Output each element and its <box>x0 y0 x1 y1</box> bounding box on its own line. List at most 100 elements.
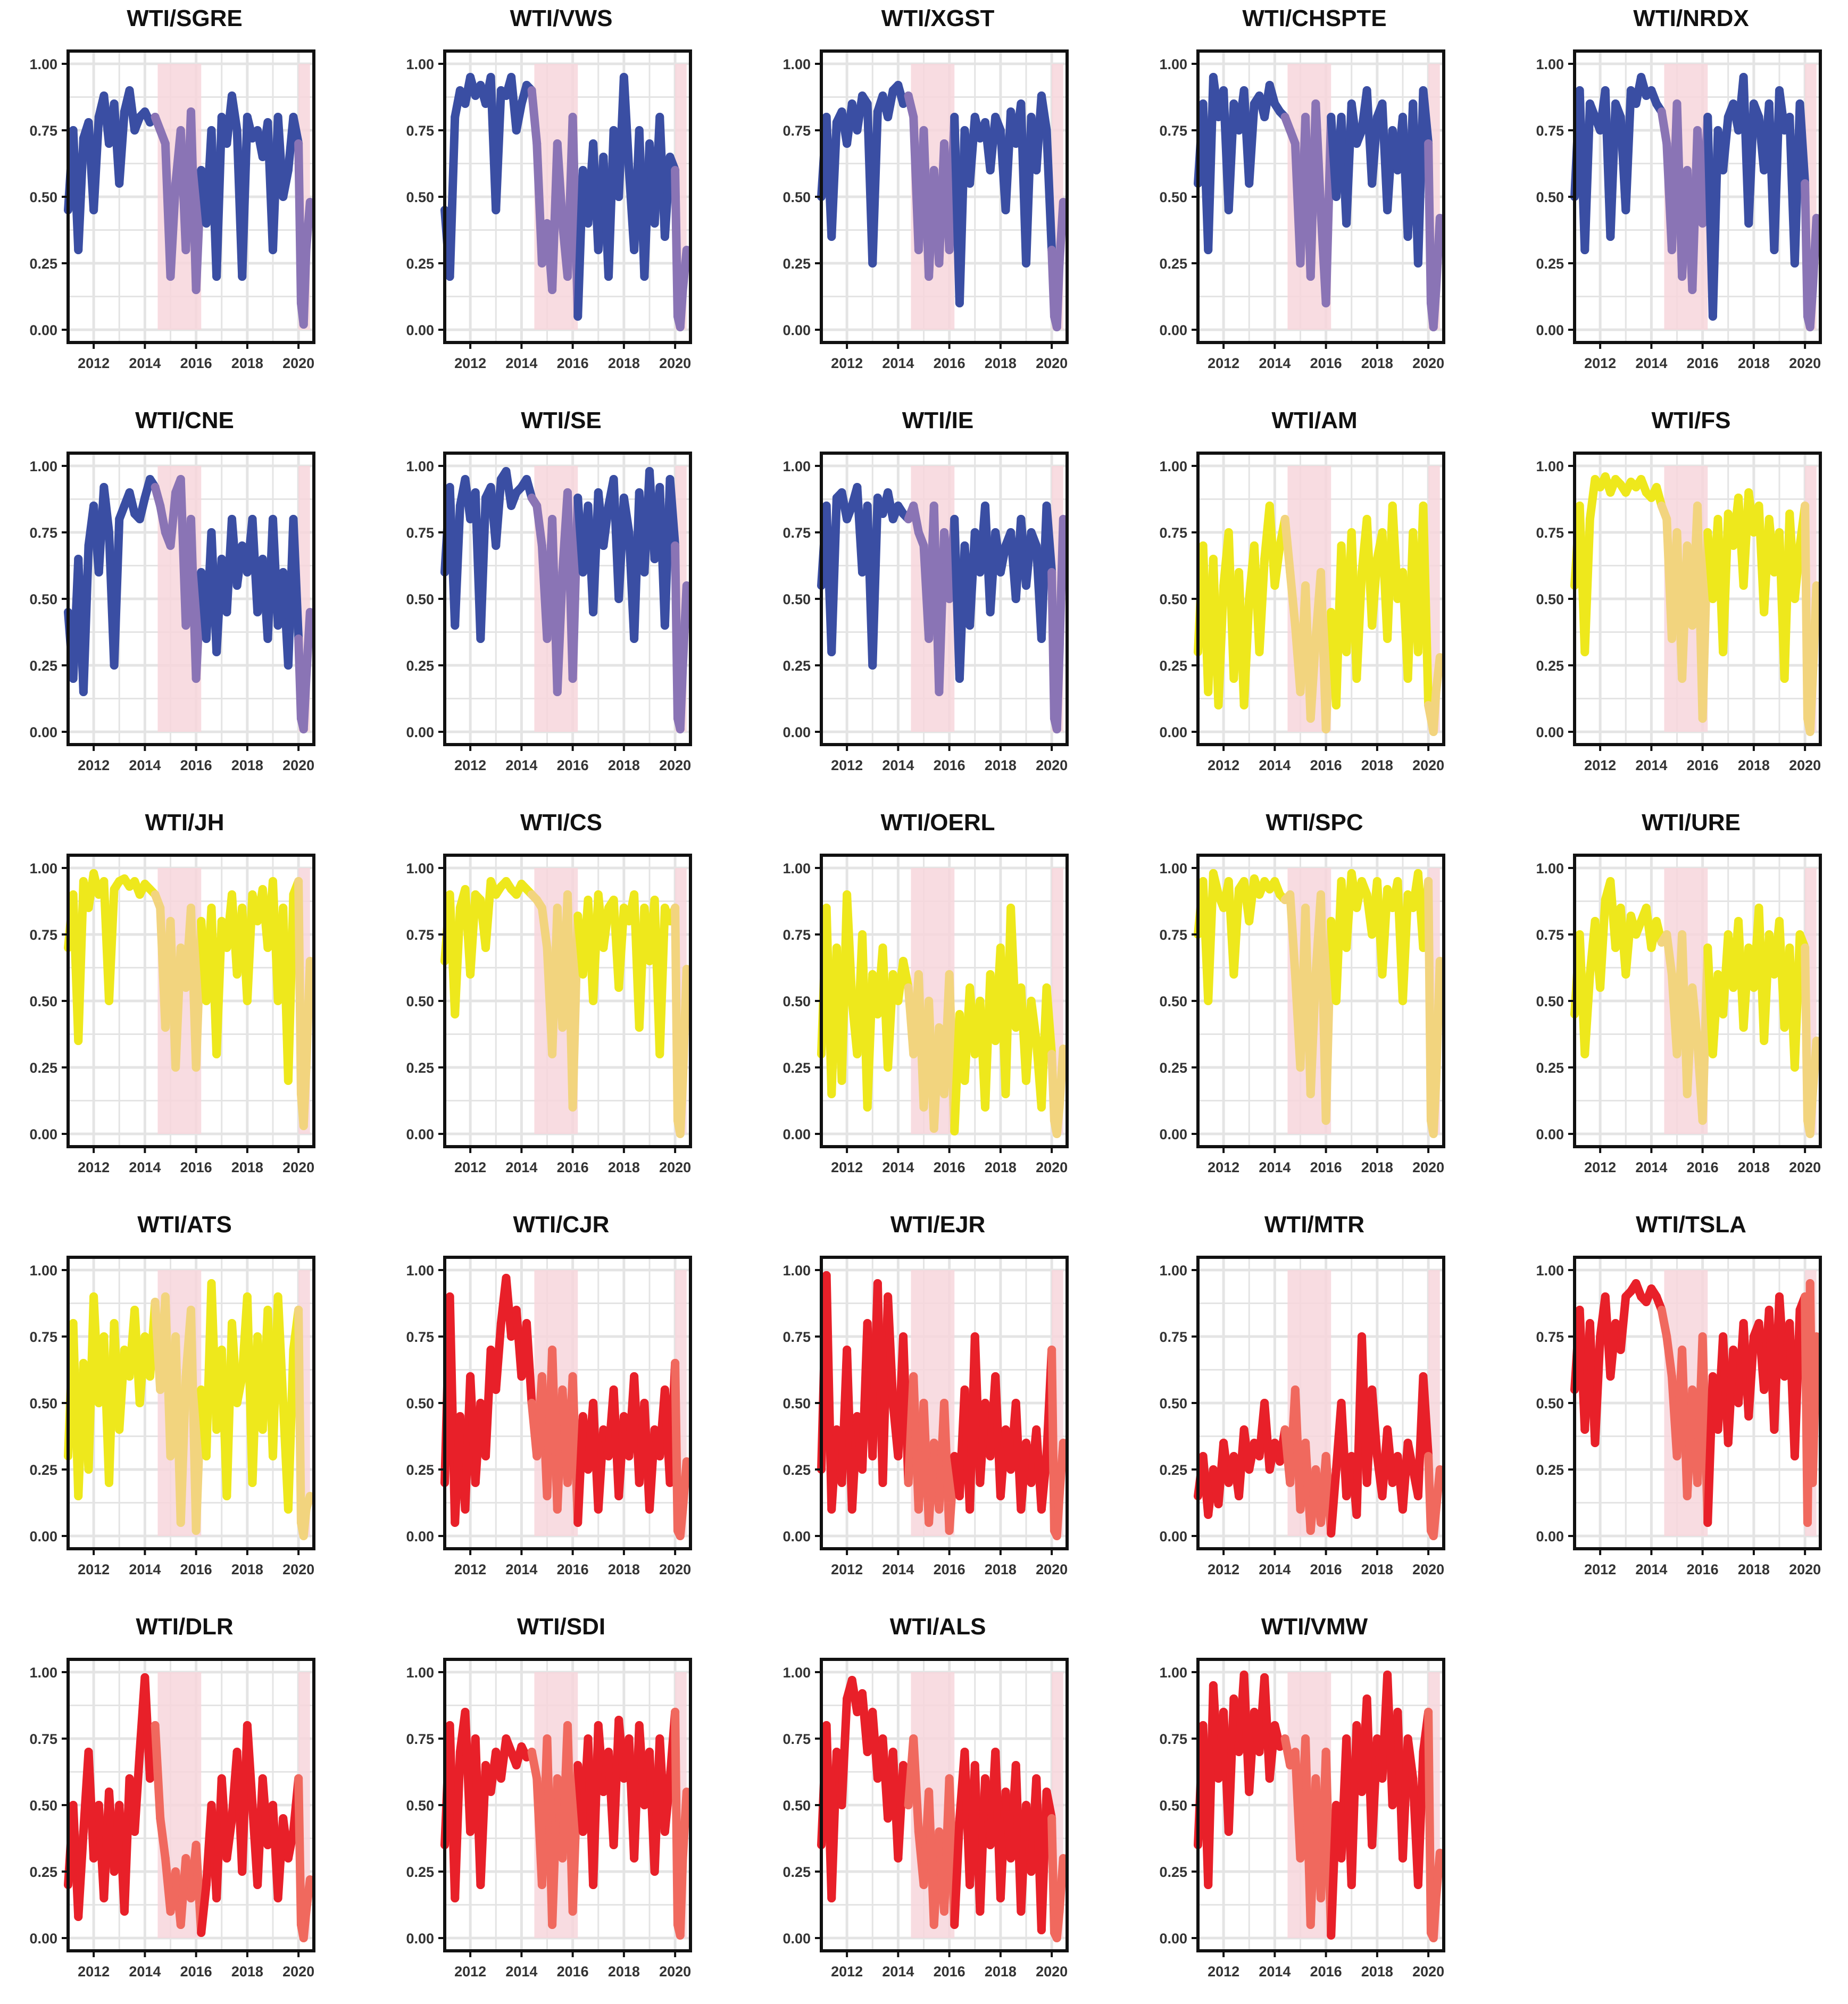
y-tick-label: 1.00 <box>783 1665 811 1681</box>
series-segment <box>299 1063 311 1130</box>
y-tick-label: 0.00 <box>1159 1126 1187 1142</box>
series-segment <box>1429 1076 1441 1138</box>
chart-panel: WTI/VWS 0.00 0.25 0.50 0.75 1.00 2012 2014 2016 2… <box>377 0 746 396</box>
series-segment <box>1042 502 1056 577</box>
chart-svg: 0.00 0.25 0.50 0.75 1.00 2012 2014 2016 2018 2020 <box>1159 452 1445 773</box>
series-segment <box>289 113 303 148</box>
y-tick-label: 0.00 <box>1536 724 1564 740</box>
series-segment <box>212 113 226 281</box>
y-tick-label: 1.00 <box>1159 56 1187 72</box>
series-segment <box>676 661 687 733</box>
chart-panel: WTI/AM 0.00 0.25 0.50 0.75 1.00 2012 2014 2016 20… <box>1130 402 1499 798</box>
series-segment <box>660 1774 675 1836</box>
series-segment <box>827 494 841 656</box>
series-segment <box>1052 259 1064 331</box>
series-segment <box>299 246 311 329</box>
x-tick-label: 2014 <box>129 1562 161 1577</box>
chart-title: WTI/VMW <box>1261 1614 1368 1640</box>
series-segment <box>1790 541 1804 603</box>
series-segment <box>1801 943 1812 1125</box>
series-segment <box>302 1492 314 1514</box>
chart-panel: WTI/SGRE 0.00 0.25 0.50 0.75 1.00 2012 2014 2016… <box>0 0 369 396</box>
chart-svg: 0.00 0.25 0.50 0.75 1.00 2012 2014 2016 2018 2020 <box>29 49 315 371</box>
x-tick-label: 2020 <box>659 1159 691 1175</box>
series-segment <box>1270 541 1284 590</box>
series-segment <box>1585 475 1600 523</box>
x-tick-label: 2012 <box>831 1964 863 1980</box>
series-segment <box>476 1761 490 1889</box>
x-tick-label: 2020 <box>282 1964 314 1980</box>
x-tick-label: 2012 <box>78 1964 110 1980</box>
y-tick-label: 0.25 <box>1159 1462 1187 1478</box>
series-segment <box>166 179 180 281</box>
series-segment <box>1621 86 1635 214</box>
y-tick-label: 0.75 <box>1159 1731 1187 1747</box>
series-segment <box>466 890 480 979</box>
series-segment <box>655 904 669 1058</box>
y-tick-label: 0.50 <box>1159 993 1187 1009</box>
x-tick-label: 2018 <box>231 757 263 773</box>
series-segment <box>1378 885 1392 979</box>
series-segment <box>451 904 464 1018</box>
chart-svg: 0.00 0.25 0.50 0.75 1.00 2012 2014 2016 2018 2020 <box>1536 854 1822 1175</box>
series-segment <box>492 475 505 550</box>
y-tick-label: 0.50 <box>783 591 811 607</box>
series-segment <box>243 1721 257 1809</box>
series-segment <box>1795 99 1810 188</box>
x-tick-label: 2020 <box>1036 1964 1068 1980</box>
y-tick-label: 0.75 <box>783 123 811 139</box>
x-tick-label: 2014 <box>505 1159 537 1175</box>
x-tick-label: 2018 <box>985 355 1017 371</box>
chart-panel: WTI/TSLA 0.00 0.25 0.50 0.75 1.00 2012 2014 2016… <box>1506 1206 1848 1602</box>
y-tick-label: 0.75 <box>406 927 434 943</box>
y-tick-label: 0.75 <box>29 927 57 943</box>
y-tick-label: 0.50 <box>1536 1396 1564 1412</box>
x-tick-label: 2018 <box>985 1159 1017 1175</box>
x-tick-label: 2016 <box>557 355 589 371</box>
y-tick-label: 0.75 <box>1536 927 1564 943</box>
x-tick-label: 2014 <box>1259 1562 1291 1577</box>
series-segment <box>527 1748 542 1783</box>
x-tick-label: 2014 <box>1635 1159 1667 1175</box>
series-segment <box>678 965 691 1085</box>
x-tick-label: 2012 <box>78 757 110 773</box>
chart-title: WTI/OERL <box>880 809 995 836</box>
series-segment <box>1424 877 1435 1125</box>
y-tick-label: 1.00 <box>1159 1665 1187 1681</box>
series-segment <box>1306 970 1320 1098</box>
series-segment <box>1657 1306 1671 1341</box>
x-tick-label: 2014 <box>1635 757 1667 773</box>
x-tick-label: 2012 <box>1208 1159 1239 1175</box>
x-tick-label: 2016 <box>180 757 212 773</box>
chart-title: WTI/URE <box>1642 809 1741 836</box>
series-segment <box>481 877 495 952</box>
y-tick-label: 1.00 <box>783 1263 811 1279</box>
series-segment <box>1424 1708 1435 1937</box>
series-segment <box>1424 139 1435 307</box>
chart-svg: 0.00 0.25 0.50 0.75 1.00 2012 2014 2016 2018 2020 <box>1536 1256 1822 1577</box>
series-segment <box>1606 99 1620 241</box>
chart-panel: WTI/XGST 0.00 0.25 0.50 0.75 1.00 2012 2014 2016… <box>753 0 1122 396</box>
y-tick-label: 1.00 <box>1536 458 1564 474</box>
x-tick-label: 2020 <box>1036 1562 1068 1577</box>
x-tick-label: 2012 <box>454 355 486 371</box>
series-segment <box>1286 890 1300 979</box>
y-tick-label: 0.25 <box>29 1060 57 1076</box>
chart-panel: WTI/ATS 0.00 0.25 0.50 0.75 1.00 2012 2014 2016 2… <box>0 1206 369 1602</box>
series-segment <box>299 1505 311 1540</box>
series-segment <box>74 1827 88 1921</box>
chart-panel: WTI/IE 0.00 0.25 0.50 0.75 1.00 2012 2014 2016 20… <box>753 402 1122 798</box>
chart-svg: 0.00 0.25 0.50 0.75 1.00 2012 2014 2016 2018 2020 <box>783 452 1069 773</box>
series-segment <box>1708 126 1722 321</box>
series-segment <box>151 1721 165 1823</box>
series-segment <box>1429 1505 1441 1540</box>
chart-svg: 0.00 0.25 0.50 0.75 1.00 2012 2014 2016 2018 2020 <box>783 1256 1069 1577</box>
y-tick-label: 0.25 <box>406 1462 434 1478</box>
series-segment <box>1352 568 1366 683</box>
chart-panel: WTI/CNE 0.00 0.25 0.50 0.75 1.00 2012 2014 2016 2… <box>0 402 369 798</box>
x-tick-label: 2018 <box>608 1159 640 1175</box>
chart-title: WTI/ATS <box>137 1212 232 1238</box>
series-segment <box>1419 502 1433 709</box>
series-segment <box>110 515 124 670</box>
series-segment <box>532 502 546 550</box>
